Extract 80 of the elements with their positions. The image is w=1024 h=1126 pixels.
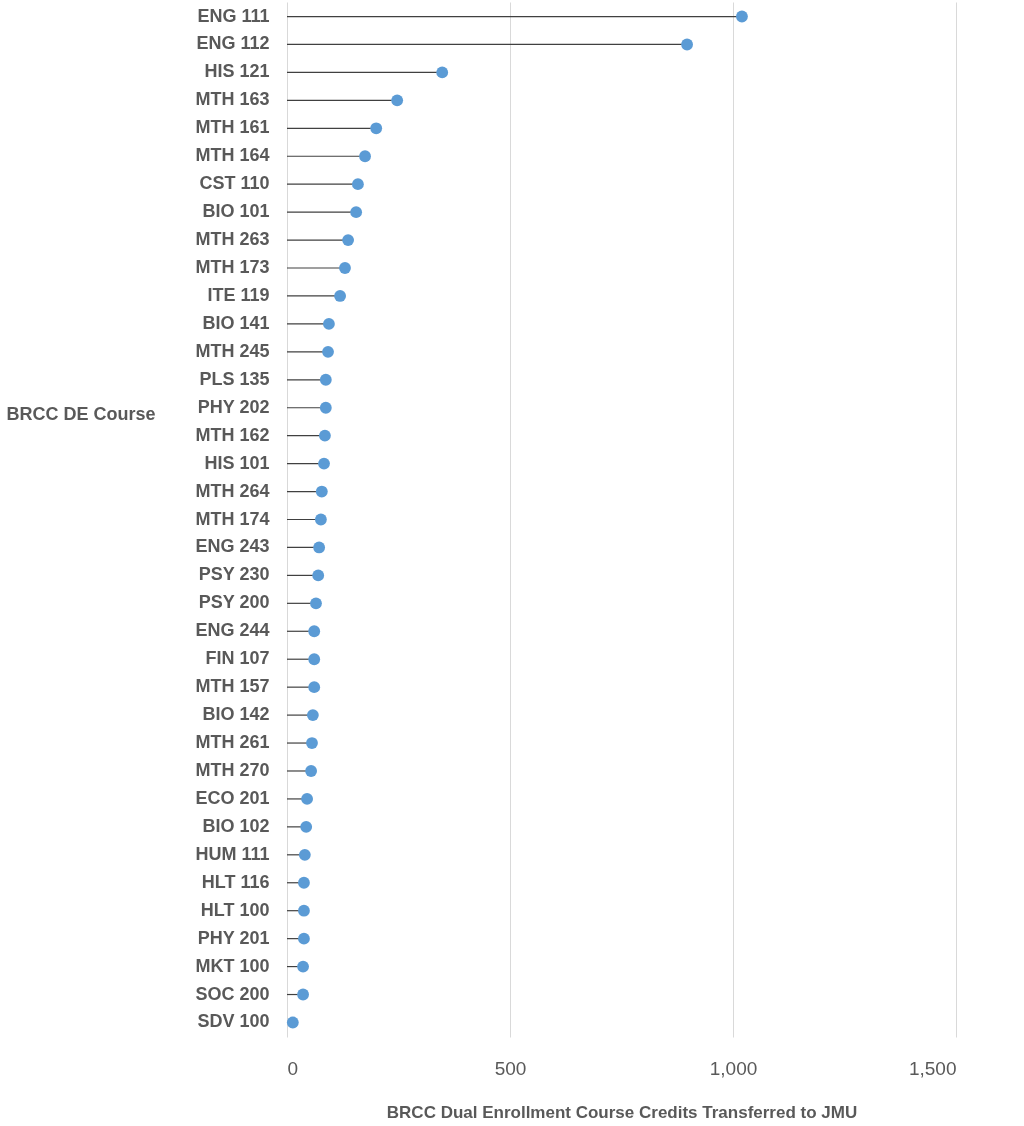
y-tick-label: MTH 245 bbox=[195, 340, 270, 361]
y-tick-label: BIO 141 bbox=[202, 312, 270, 333]
y-tick-label: HIS 121 bbox=[204, 61, 270, 82]
point bbox=[306, 737, 318, 749]
y-tick-label: BIO 102 bbox=[202, 815, 270, 836]
y-tick-label: CST 110 bbox=[199, 173, 270, 194]
y-tick-label: MTH 163 bbox=[195, 89, 270, 110]
point bbox=[313, 541, 326, 554]
point bbox=[318, 429, 331, 442]
y-tick-label: SOC 200 bbox=[195, 983, 270, 1004]
point bbox=[323, 318, 335, 330]
y-tick-label: PLS 135 bbox=[199, 368, 270, 389]
point bbox=[436, 66, 449, 79]
y-tick-label: MTH 174 bbox=[195, 508, 270, 529]
point bbox=[298, 848, 311, 861]
point bbox=[298, 876, 310, 889]
point bbox=[310, 597, 322, 610]
y-tick-label: MTH 264 bbox=[195, 480, 270, 501]
point bbox=[359, 150, 371, 163]
y-axis-title: BRCC DE Course bbox=[6, 403, 156, 424]
y-tick-label: HLT 116 bbox=[201, 871, 270, 892]
point bbox=[339, 262, 351, 274]
y-tick-label: ENG 243 bbox=[195, 536, 270, 557]
y-tick-label: PHY 202 bbox=[197, 396, 270, 417]
y-tick-label: MTH 261 bbox=[195, 732, 270, 753]
point bbox=[342, 234, 355, 246]
point bbox=[306, 709, 319, 721]
point bbox=[352, 178, 364, 191]
y-tick-label: MTH 162 bbox=[195, 424, 270, 445]
point bbox=[297, 988, 309, 1001]
point bbox=[286, 1016, 299, 1029]
point bbox=[315, 485, 328, 498]
point bbox=[298, 932, 310, 945]
y-tick-label: MTH 263 bbox=[195, 229, 270, 250]
y-tick-label: ENG 244 bbox=[195, 620, 270, 641]
y-tick-label: MTH 270 bbox=[195, 759, 270, 780]
x-axis-title: BRCC Dual Enrollment Course Credits Transferred to JMU bbox=[386, 1102, 858, 1122]
point bbox=[370, 122, 383, 135]
y-tick-label: ENG 111 bbox=[197, 5, 270, 26]
y-tick-label: FIN 107 bbox=[205, 648, 270, 669]
x-tick-label: 1,000 bbox=[709, 1057, 758, 1079]
y-tick-label: PSY 230 bbox=[198, 564, 270, 585]
y-tick-label: MTH 161 bbox=[195, 117, 270, 138]
point bbox=[319, 401, 332, 414]
point bbox=[318, 457, 330, 470]
point bbox=[681, 38, 693, 51]
y-tick-label: BIO 142 bbox=[202, 704, 270, 725]
y-tick-label: HUM 111 bbox=[195, 843, 270, 864]
y-tick-label: PSY 200 bbox=[198, 592, 270, 613]
y-tick-label: ECO 201 bbox=[195, 787, 270, 808]
point bbox=[334, 290, 346, 302]
point bbox=[298, 904, 310, 917]
point bbox=[391, 94, 404, 107]
point bbox=[314, 513, 327, 526]
y-tick-label: BIO 101 bbox=[202, 201, 270, 222]
point bbox=[350, 206, 363, 219]
point bbox=[305, 765, 317, 777]
x-tick-label: 1,500 bbox=[908, 1057, 957, 1079]
y-tick-label: MTH 164 bbox=[195, 145, 270, 166]
y-tick-label: ITE 119 bbox=[207, 284, 270, 305]
x-tick-label: 0 bbox=[287, 1057, 299, 1079]
point bbox=[301, 793, 313, 805]
point bbox=[322, 345, 334, 358]
point bbox=[308, 625, 321, 638]
y-tick-label: HLT 100 bbox=[200, 899, 270, 920]
y-tick-label: MKT 100 bbox=[195, 955, 270, 976]
y-tick-label: PHY 201 bbox=[197, 927, 270, 948]
y-tick-label: SDV 100 bbox=[197, 1011, 270, 1032]
point bbox=[736, 10, 748, 23]
point bbox=[308, 653, 321, 666]
point bbox=[300, 820, 313, 833]
x-tick-label: 500 bbox=[494, 1057, 527, 1079]
point bbox=[308, 681, 321, 694]
y-tick-label: MTH 173 bbox=[195, 257, 270, 278]
point bbox=[319, 373, 332, 386]
point bbox=[297, 960, 309, 973]
y-tick-label: HIS 101 bbox=[204, 452, 270, 473]
y-tick-label: ENG 112 bbox=[196, 33, 270, 54]
y-tick-label: MTH 157 bbox=[195, 676, 270, 697]
point bbox=[312, 569, 325, 582]
